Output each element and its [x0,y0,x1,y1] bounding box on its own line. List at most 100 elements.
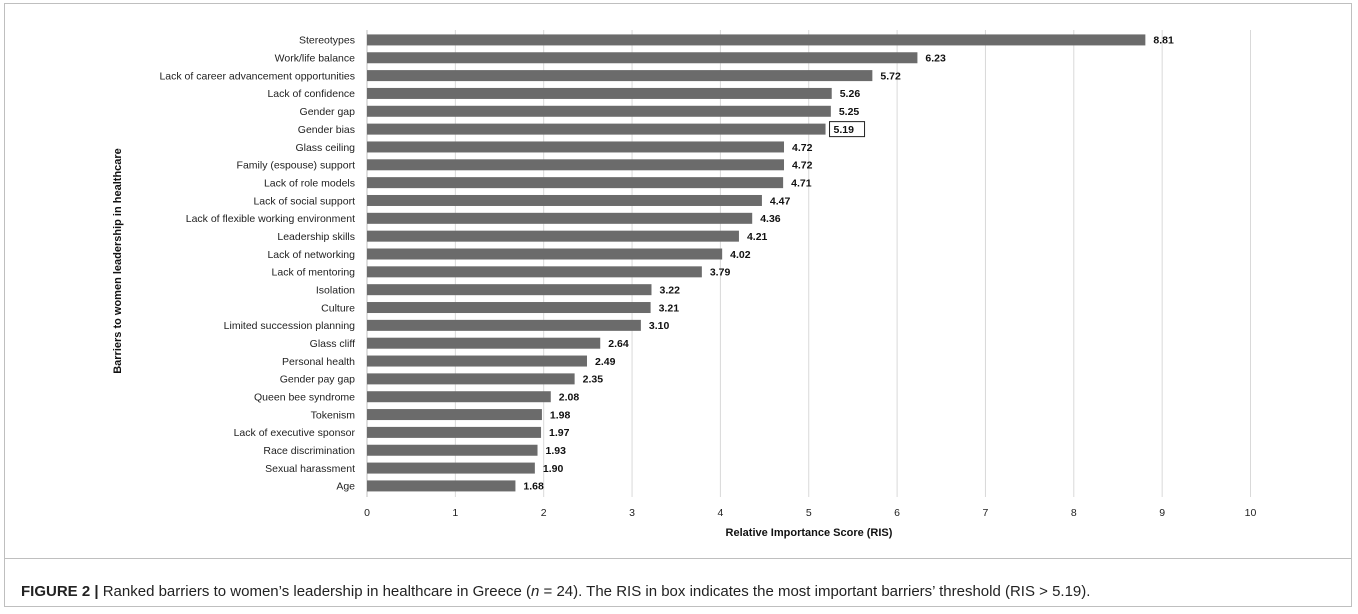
bar-chart: Stereotypes Work/life balance Lack of care… [112,30,1256,539]
bar [367,409,542,421]
value-label: 1.68 [523,481,544,493]
x-axis-title: Relative Importance Score (RIS) [726,527,893,539]
bar [367,141,785,153]
bar [367,302,651,314]
category-label: Sexual harassment [265,463,355,475]
figure-label: FIGURE 2 | [21,583,99,600]
value-label: 4.36 [760,213,781,225]
value-label: 3.10 [649,320,670,332]
category-label: Lack of confidence [267,88,355,100]
x-tick-label: 5 [806,507,812,519]
value-label: 1.98 [550,409,571,421]
value-label: 8.81 [1153,35,1174,47]
bar [367,284,652,296]
x-tick-label: 7 [983,507,989,519]
bar [367,52,918,64]
value-label: 3.79 [710,267,731,279]
value-label: 5.26 [840,88,861,100]
category-label: Gender pay gap [280,374,355,386]
category-label: Gender gap [300,106,356,118]
value-label: 5.25 [839,106,860,118]
bar [367,123,826,135]
value-label: 5.72 [880,70,901,82]
category-label: Queen bee syndrome [254,392,355,404]
value-label: 4.72 [792,160,813,172]
category-label: Lack of social support [253,195,355,207]
category-label: Limited succession planning [224,320,355,332]
x-tick-label: 9 [1159,507,1165,519]
bar [367,212,753,224]
category-labels: Stereotypes Work/life balance Lack of care… [159,35,355,493]
category-label: Lack of mentoring [272,267,356,279]
value-label: 4.71 [791,177,812,189]
bar [367,70,873,82]
bar [367,373,575,385]
x-tick-label: 1 [452,507,458,519]
bar [367,105,831,117]
category-label: Leadership skills [277,231,355,243]
bar [367,426,542,438]
category-label: Gender bias [298,124,355,136]
bar [367,391,551,403]
category-label: Culture [321,302,355,314]
category-label: Work/life balance [275,53,356,65]
caption-text-end: = 24). The RIS in box indicates the most… [539,583,1091,600]
bar [367,177,784,189]
category-label: Lack of flexible working environment [186,213,355,225]
bar [367,462,535,474]
bar [367,159,785,171]
category-label: Lack of networking [267,249,355,261]
value-label: 2.08 [559,392,580,404]
x-tick-label: 4 [717,507,723,519]
value-label: 5.19 [834,124,855,136]
bar [367,266,702,278]
value-label: 4.02 [730,249,751,261]
figure-frame [4,3,1352,607]
x-tick-label: 10 [1245,507,1257,519]
category-label: Glass ceiling [295,142,355,154]
bar [367,319,641,331]
category-label: Isolation [316,284,355,296]
bar [367,194,762,206]
value-label: 4.21 [747,231,768,243]
value-label: 3.21 [659,302,680,314]
bar [367,230,739,242]
category-label: Race discrimination [263,445,355,457]
bar [367,248,723,260]
value-label: 1.97 [549,427,570,439]
bar [367,480,516,492]
caption-n-symbol: n [531,583,540,600]
bar [367,337,601,349]
caption-text-start: Ranked barriers to women’s leadership in… [98,583,531,600]
bar [367,355,587,367]
value-label: 2.35 [583,374,604,386]
figure-caption: FIGURE 2 | Ranked barriers to women’s le… [21,583,1341,600]
bar [367,34,1146,46]
value-label: 4.72 [792,142,813,154]
category-label: Age [336,481,355,493]
value-label: 4.47 [770,195,791,207]
category-label: Lack of career advancement opportunities [159,70,355,82]
threshold-box [829,121,866,138]
y-axis-title: Barriers to women leadership in healthca… [112,148,124,374]
bars [367,34,1146,492]
x-tick-label: 8 [1071,507,1077,519]
value-label: 2.49 [595,356,616,368]
x-tick-label: 3 [629,507,635,519]
category-label: Personal health [282,356,355,368]
value-labels: 8.81 6.23 5.72 5.26 5.25 5.19 4.72 4.72 4.714.47… [523,35,1174,493]
value-label: 3.22 [659,284,680,296]
x-tick-label: 2 [541,507,547,519]
value-label: 6.23 [925,53,946,65]
value-label: 1.93 [546,445,567,457]
x-tick-label: 0 [364,507,370,519]
bar [367,87,832,99]
category-label: Stereotypes [299,35,355,47]
value-label: 1.90 [543,463,564,475]
gridlines [366,30,1251,497]
caption-divider [4,558,1352,606]
category-label: Lack of role models [264,177,355,189]
x-tick-labels: 0 1 2 3 4 5 6 7 8 9 10 [364,507,1256,519]
bar [367,444,538,456]
category-label: Tokenism [311,409,356,421]
